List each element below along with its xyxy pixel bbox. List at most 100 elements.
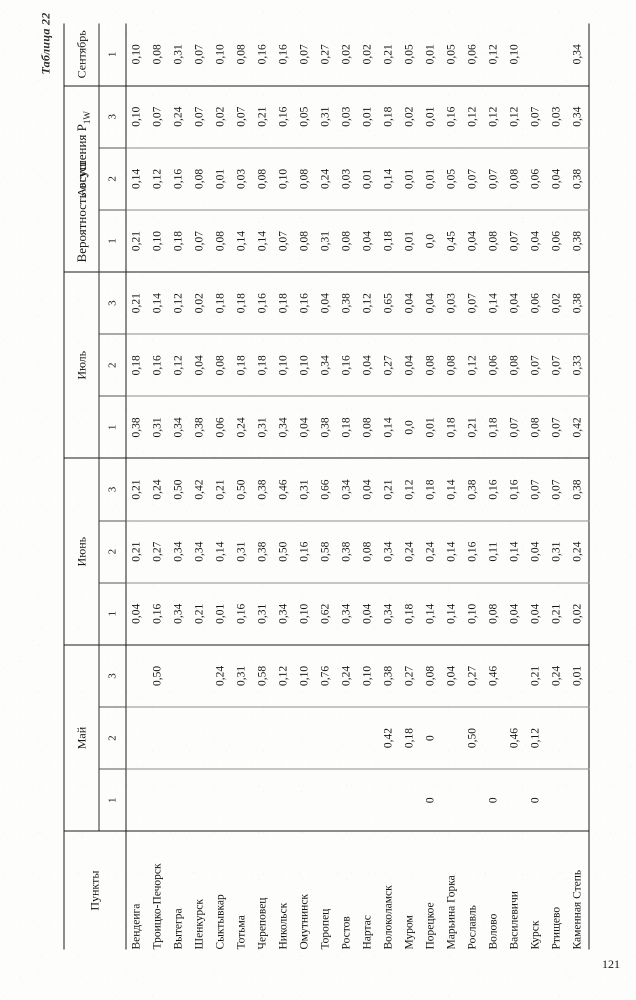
data-cell: 0,33 xyxy=(567,333,589,396)
place-name: Порецкое xyxy=(420,830,442,949)
data-cell: 0,08 xyxy=(483,582,505,645)
data-cell: 0,21 xyxy=(210,457,232,521)
data-cell: 0,18 xyxy=(231,271,253,334)
data-cell: 0,10 xyxy=(462,582,484,645)
data-cell: 0,14 xyxy=(147,271,169,334)
data-cell: 0,05 xyxy=(441,147,463,210)
data-cell xyxy=(168,768,190,831)
data-cell: 0,21 xyxy=(378,23,400,86)
data-cell xyxy=(252,768,274,831)
data-cell: 0,31 xyxy=(315,209,337,272)
data-cell: 0,04 xyxy=(546,147,568,210)
data-cell: 0,21 xyxy=(378,457,400,521)
data-cell: 0,07 xyxy=(147,85,169,148)
place-name: Вендеига xyxy=(126,830,148,949)
data-cell: 0,21 xyxy=(252,85,274,148)
data-cell: 0,01 xyxy=(357,85,379,148)
data-cell: 0,18 xyxy=(210,271,232,334)
data-cell: 0,14 xyxy=(441,457,463,521)
data-cell: 0,58 xyxy=(252,644,274,707)
data-cell: 0,31 xyxy=(231,520,253,583)
data-cell: 0,10 xyxy=(210,23,232,86)
data-cell: 0,18 xyxy=(441,395,463,458)
data-cell xyxy=(399,768,421,831)
data-cell: 0,01 xyxy=(357,147,379,210)
decade-header-august-2: 2 xyxy=(99,147,126,210)
data-cell: 0,27 xyxy=(147,520,169,583)
data-cell xyxy=(462,768,484,831)
data-cell: 0,45 xyxy=(441,209,463,272)
data-cell xyxy=(567,768,589,831)
data-cell: 0,50 xyxy=(147,644,169,707)
data-cell: 0,42 xyxy=(189,457,211,521)
data-cell: 0,04 xyxy=(525,582,547,645)
data-cell: 0,14 xyxy=(231,209,253,272)
table-row: Вытегра 0,34 0,34 0,50 0,34 0,12 0,12 0,18 0,16 0… xyxy=(168,23,190,949)
table-row: Ртищево 0,24 0,21 0,31 0,07 0,07 0,07 0,02 0,06 0… xyxy=(546,23,568,949)
data-cell: 0,08 xyxy=(483,209,505,272)
place-name: Рославль xyxy=(462,830,484,949)
rotated-table-container: Пункты Май Июнь Июль Август Сентябрь 1 2… xyxy=(64,23,589,949)
data-cell: 0,76 xyxy=(315,644,337,707)
decade-header-june-3: 3 xyxy=(99,457,126,521)
data-cell: 0,08 xyxy=(231,23,253,86)
data-cell: 0,21 xyxy=(126,271,148,334)
data-cell: 0,03 xyxy=(336,147,358,210)
data-cell: 0,0 xyxy=(420,209,442,272)
data-cell: 0,50 xyxy=(231,457,253,521)
table-row: Омутнинск 0,10 0,10 0,16 0,31 0,04 0,10 0,16 0,0… xyxy=(294,23,316,949)
data-cell: 0,34 xyxy=(273,395,295,458)
table-row: Нартас 0,10 0,04 0,08 0,04 0,08 0,04 0,12 0,04 0,… xyxy=(357,23,379,949)
data-cell: 0,21 xyxy=(546,582,568,645)
table-row: Торопец 0,76 0,62 0,58 0,66 0,38 0,34 0,04 0,31 0… xyxy=(315,23,337,949)
data-cell: 0,07 xyxy=(189,85,211,148)
data-cell: 0,01 xyxy=(210,147,232,210)
data-cell: 0,14 xyxy=(504,520,526,583)
data-cell xyxy=(567,706,589,769)
data-cell: 0,12 xyxy=(483,85,505,148)
data-cell: 0,24 xyxy=(210,644,232,707)
data-cell: 0,62 xyxy=(315,582,337,645)
data-cell: 0,02 xyxy=(399,85,421,148)
data-cell xyxy=(126,644,148,707)
data-cell: 0,34 xyxy=(168,395,190,458)
data-cell: 0,06 xyxy=(210,395,232,458)
data-cell: 0,01 xyxy=(399,209,421,272)
data-cell: 0,50 xyxy=(168,457,190,521)
table-body: Вендеига 0,04 0,21 0,21 0,38 0,18 0,21 0,21 0,14… xyxy=(126,23,589,949)
data-cell xyxy=(168,706,190,769)
data-cell: 0,04 xyxy=(315,271,337,334)
data-cell: 0,08 xyxy=(252,147,274,210)
data-cell xyxy=(231,768,253,831)
data-cell: 0,38 xyxy=(126,395,148,458)
data-cell: 0,03 xyxy=(546,85,568,148)
data-cell: 0,31 xyxy=(168,23,190,86)
data-cell: 0,02 xyxy=(546,271,568,334)
data-cell: 0,08 xyxy=(525,395,547,458)
data-cell: 0,04 xyxy=(420,271,442,334)
data-cell: 0,14 xyxy=(252,209,274,272)
data-cell xyxy=(189,768,211,831)
data-cell: 0,01 xyxy=(420,85,442,148)
data-cell: 0,07 xyxy=(525,457,547,521)
month-header-july: Июль xyxy=(64,271,99,458)
data-cell xyxy=(210,768,232,831)
data-cell: 0,07 xyxy=(525,333,547,396)
data-cell: 0,16 xyxy=(168,147,190,210)
data-cell: 0,50 xyxy=(273,520,295,583)
month-header-june: Июнь xyxy=(64,457,99,645)
data-cell: 0,04 xyxy=(294,395,316,458)
data-cell: 0,05 xyxy=(294,85,316,148)
data-cell: 0,10 xyxy=(273,147,295,210)
data-cell: 0,07 xyxy=(462,147,484,210)
data-cell: 0,34 xyxy=(273,582,295,645)
table-row: Волоколамск 0,42 0,38 0,34 0,34 0,21 0,14 0,27 0… xyxy=(378,23,400,949)
data-cell: 0,16 xyxy=(252,23,274,86)
place-name: Нартас xyxy=(357,830,379,949)
data-cell: 0,18 xyxy=(399,582,421,645)
data-cell: 0,38 xyxy=(252,520,274,583)
data-cell xyxy=(273,706,295,769)
decade-header-august-1: 1 xyxy=(99,209,126,272)
data-cell: 0,27 xyxy=(378,333,400,396)
